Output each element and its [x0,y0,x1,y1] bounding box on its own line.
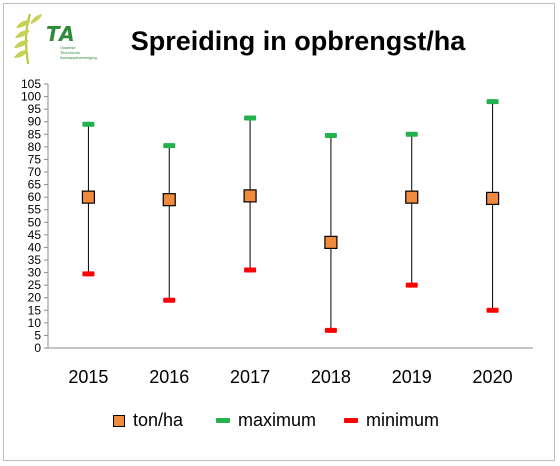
minimum-marker [244,267,257,273]
wheat-icon [14,13,42,65]
y-tick-label: 80 [28,140,42,154]
ton-ha-marker [324,235,338,249]
vta-logo: TA Vlaamse Technische Aardappelverenigin… [10,8,97,68]
maximum-marker [163,143,176,149]
legend-label-ton-ha: ton/ha [133,410,184,430]
ton-ha-marker [243,189,257,203]
x-tick-label: 2016 [149,367,189,387]
x-tick-label: 2017 [230,367,270,387]
legend-item-ton-ha: ton/ha [113,410,183,431]
y-tick-label: 85 [28,127,42,141]
maximum-marker [82,121,95,127]
y-tick-label: 75 [28,152,42,166]
x-tick-label: 2020 [473,367,513,387]
y-tick-label: 40 [28,240,42,254]
legend-green-dash-swatch [216,418,230,423]
logo-text: TA [46,22,76,46]
legend: ton/ha maximum minimum [0,410,560,440]
minimum-marker [163,297,176,303]
y-tick-label: 70 [28,165,42,179]
y-tick-label: 20 [28,291,42,305]
legend-label-maximum: maximum [238,410,317,430]
x-tick-label: 2019 [392,367,432,387]
y-tick-label: 15 [28,303,42,317]
legend-square-swatch [113,414,125,427]
maximum-marker [486,99,499,105]
x-tick-label: 2018 [311,367,351,387]
ton-ha-marker [81,190,96,204]
chart-frame [3,3,555,461]
y-tick-label: 65 [28,178,42,192]
y-tick-label: 95 [28,102,42,116]
maximum-marker [244,115,257,121]
chart-title: Spreiding in opbrengst/ha [130,26,466,56]
y-tick-label: 5 [34,328,41,342]
y-tick-label: 90 [28,115,42,129]
maximum-marker [405,131,418,137]
minimum-marker [324,327,337,333]
y-tick-label: 55 [28,203,42,217]
minimum-marker [486,307,499,313]
y-tick-label: 0 [34,341,41,355]
minimum-marker [405,282,418,288]
ton-ha-marker [485,191,500,205]
y-tick-label: 60 [28,190,42,204]
y-tick-label: 25 [28,278,42,292]
x-tick-label: 2015 [68,367,108,387]
y-tick-label: 30 [28,266,42,280]
y-tick-label: 10 [28,316,42,330]
legend-red-dash-swatch [344,418,358,423]
logo-subtitle: Vlaamse Technische Aardappelvereniging [60,45,97,60]
minimum-marker [82,271,95,277]
y-tick-label: 100 [21,90,41,104]
y-tick-label: 35 [28,253,42,267]
y-tick-label: 45 [28,228,42,242]
y-tick-label: 50 [28,215,42,229]
legend-item-maximum: maximum [216,410,316,431]
legend-item-minimum: minimum [344,410,439,431]
maximum-marker [324,133,337,139]
y-tick-label: 105 [21,77,41,91]
legend-label-minimum: minimum [366,410,440,430]
ton-ha-marker [405,190,419,204]
ton-ha-marker [162,193,176,207]
